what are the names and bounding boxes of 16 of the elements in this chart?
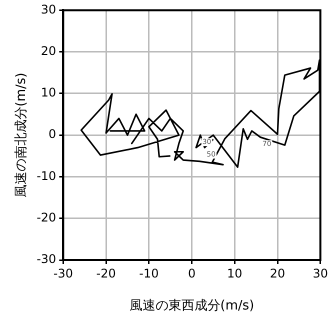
x-tick-label: 30 [312,266,328,280]
x-axis-title: 風速の東西成分(m/s) [129,298,254,314]
x-tick-label: -10 [139,266,159,280]
y-tick-label: 10 [40,86,56,100]
x-tick-label: 20 [270,266,286,280]
y-tick-label: -10 [36,168,56,183]
y-tick-label: 30 [40,2,56,16]
y-tick-label: 0 [48,127,56,142]
y-axis-title: 風速の南北成分(m/s) [14,72,30,198]
y-tick-label: -20 [36,210,56,224]
x-tick-label: 0 [188,266,196,280]
x-tick-label: -20 [96,266,116,280]
x-tick-label: -30 [53,266,74,280]
y-tick-label: 20 [40,44,56,58]
x-tick-label: 10 [227,266,242,280]
y-tick-label: -30 [36,252,56,266]
